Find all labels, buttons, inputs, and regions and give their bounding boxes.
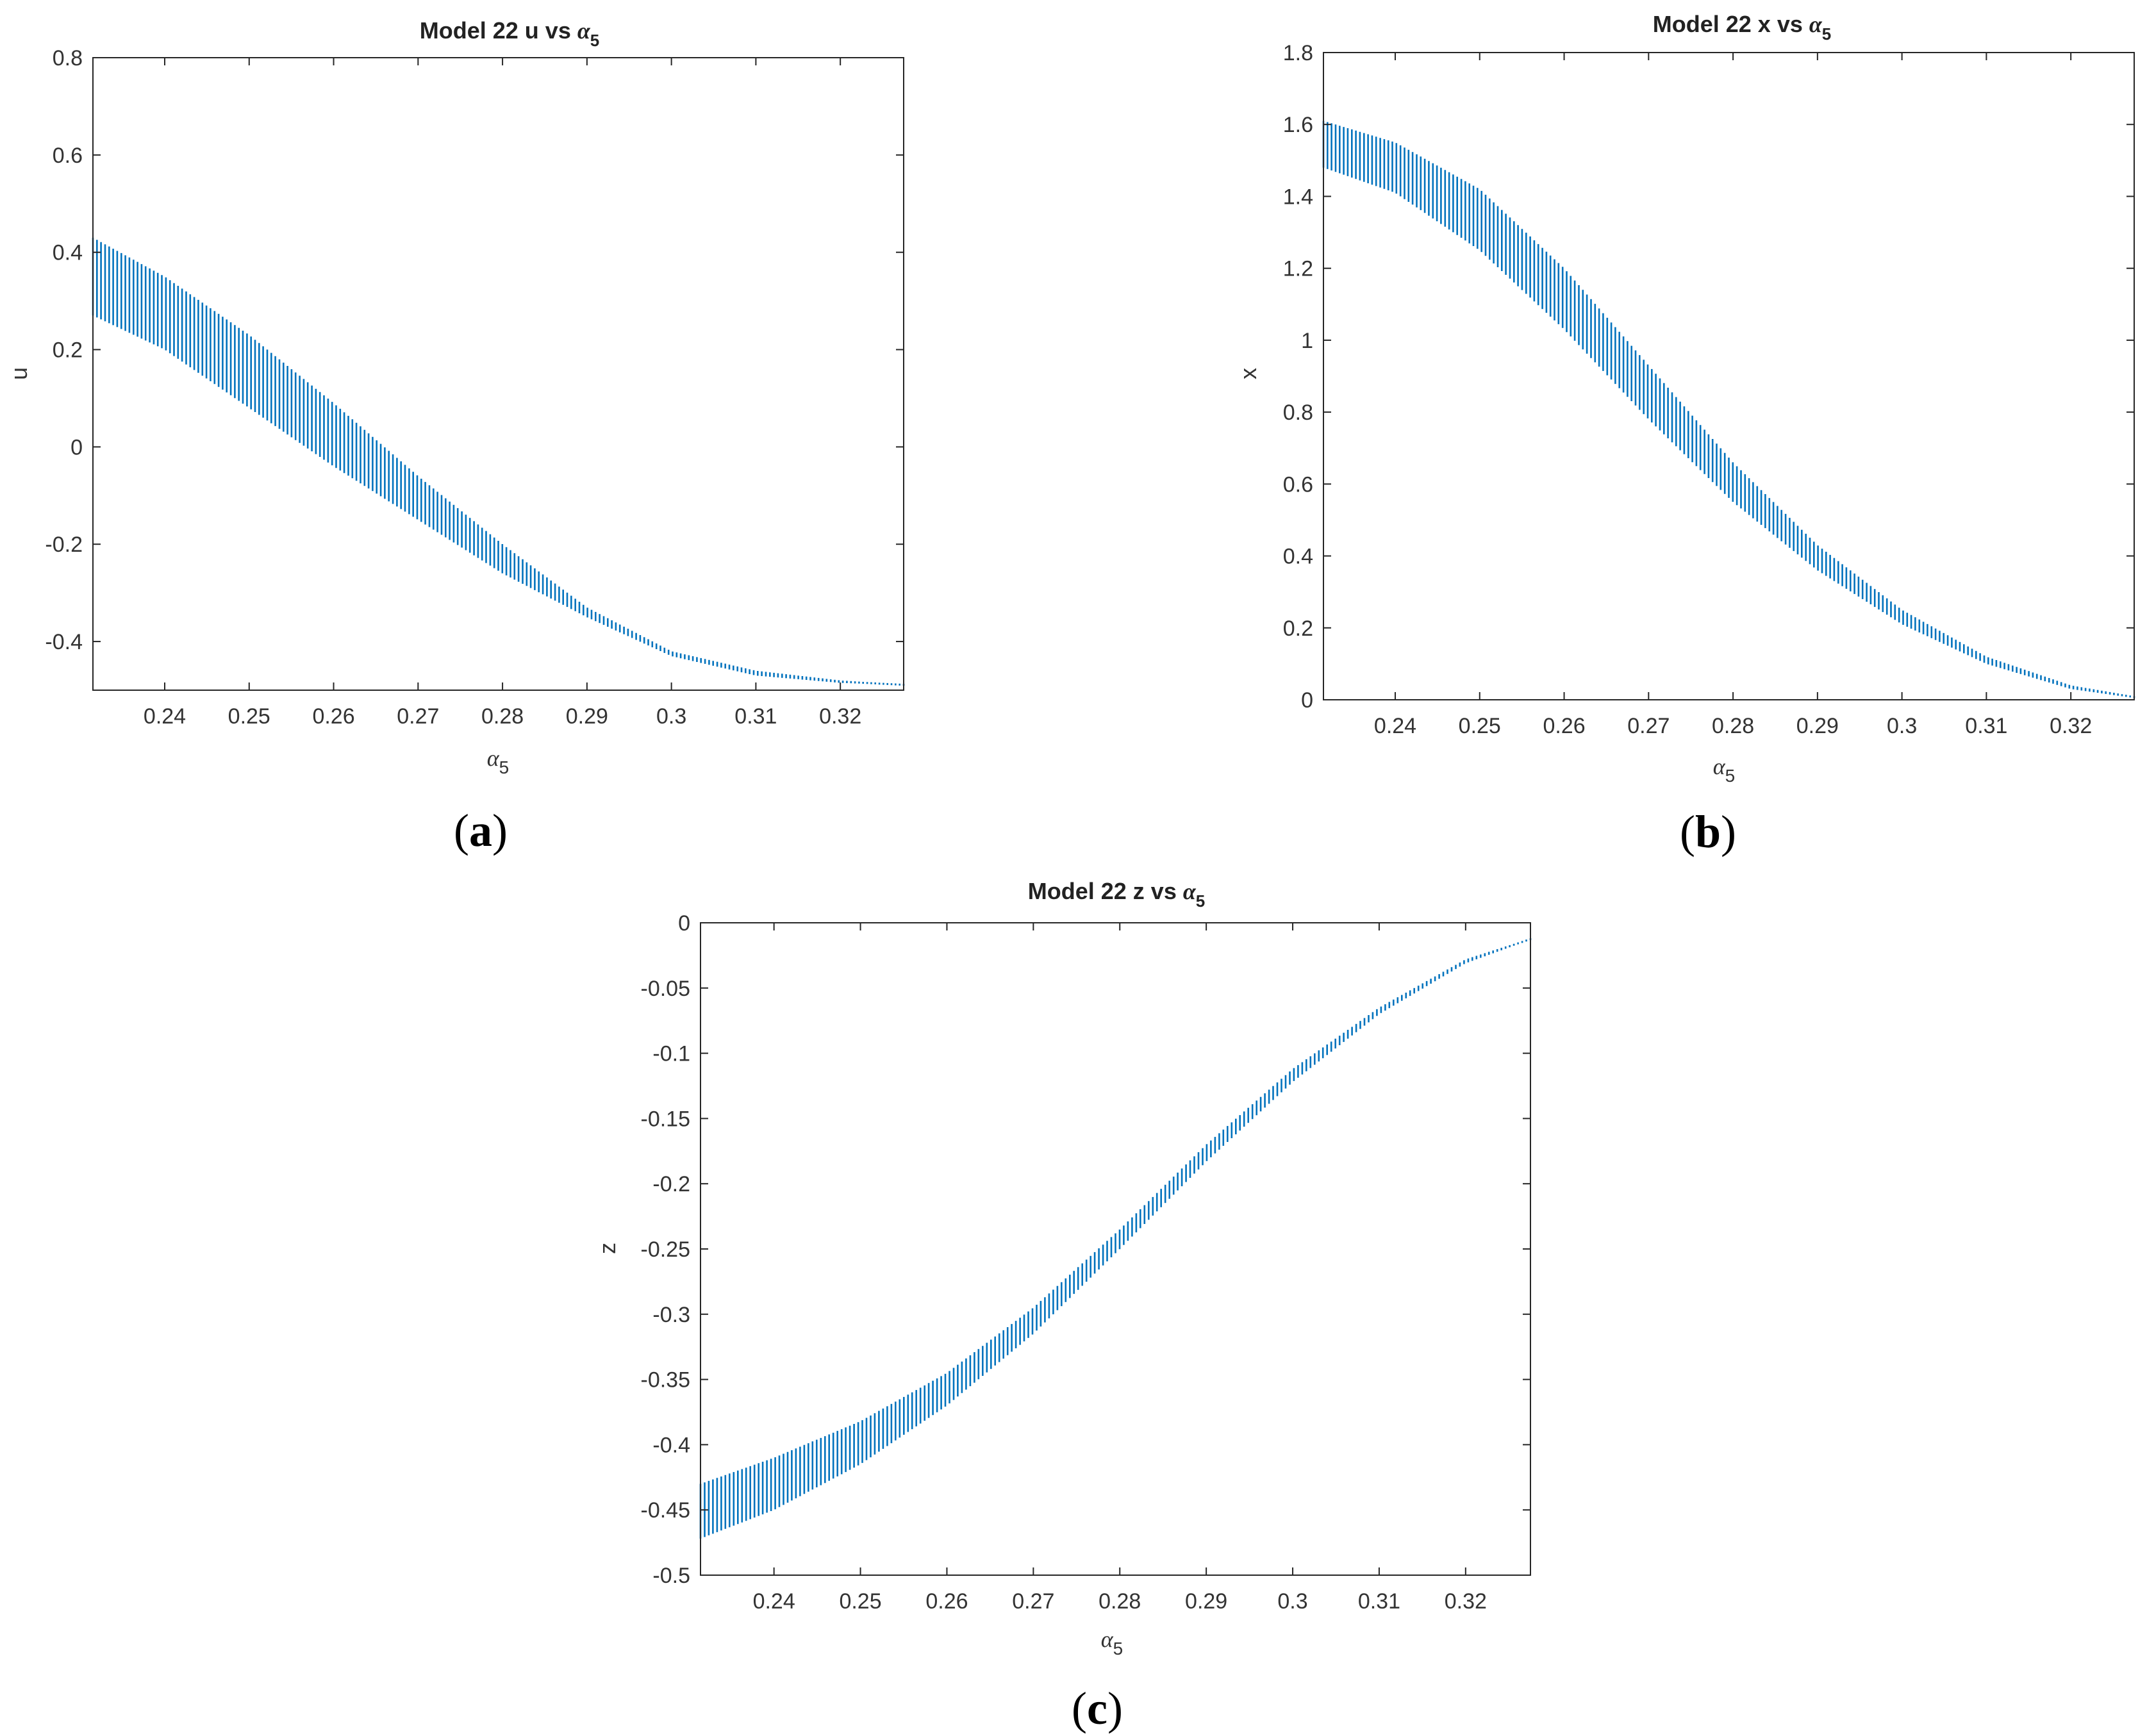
- chart-b-xlabel-subscript: 5: [1725, 766, 1736, 786]
- chart-c-xtick-label: 0.24: [753, 1589, 795, 1614]
- chart-a-plot-area: [92, 57, 904, 691]
- chart-b-title-subscript: 5: [1822, 24, 1831, 44]
- chart-c-ytick-label: -0.1: [652, 1042, 690, 1066]
- chart-a-xtick-label: 0.24: [144, 704, 186, 729]
- chart-c-ytick-label: -0.5: [652, 1564, 690, 1588]
- chart-a-title-symbol: α: [577, 18, 591, 44]
- chart-a-xlabel-subscript: 5: [499, 757, 510, 777]
- chart-c-ytick-label: -0.05: [641, 977, 691, 1001]
- chart-c-xlabel: α5: [1101, 1626, 1123, 1658]
- chart-b-ytick-label: 1.4: [1283, 185, 1313, 209]
- chart-c-xlabel-symbol: α: [1101, 1626, 1114, 1652]
- chart-a-ytick-label: 0.6: [53, 144, 83, 168]
- chart-a-ytick-label: -0.4: [45, 630, 83, 654]
- chart-c-ytick-label: -0.25: [641, 1237, 691, 1262]
- chart-c: Model 22 z vs α5 0.24 0.25 0.26 0.27 0.28 0.2…: [594, 878, 1532, 1734]
- chart-c-xtick-label: 0.3: [1277, 1589, 1307, 1614]
- chart-a-xtick-label: 0.25: [228, 704, 270, 729]
- chart-b-xtick-label: 0.26: [1543, 714, 1585, 738]
- chart-b-xtick-label: 0.28: [1712, 714, 1754, 738]
- chart-c-ylabel: z: [594, 1243, 620, 1254]
- chart-b-xtick-label: 0.31: [1965, 714, 2007, 738]
- chart-c-title-subscript: 5: [1196, 891, 1205, 911]
- chart-b-ytick-label: 0.6: [1283, 472, 1313, 497]
- chart-b-ylabel: x: [1235, 368, 1261, 379]
- chart-a-ytick-label: 0.8: [53, 46, 83, 70]
- chart-a-xlabel-symbol: α: [487, 745, 500, 771]
- chart-c-title-prefix: Model 22 z vs: [1028, 878, 1183, 904]
- chart-a-xtick-label: 0.27: [397, 704, 439, 729]
- chart-a-bars: [92, 237, 905, 686]
- chart-b-plot-area: [1323, 52, 2135, 700]
- chart-a: Model 22 u vs α5 0.24 0.25 0.26 0.27 0.28 0.2…: [6, 17, 905, 856]
- chart-a-xtick-label: 0.32: [819, 704, 861, 729]
- chart-b-title-prefix: Model 22 x vs: [1653, 11, 1809, 37]
- chart-b-ytick-label: 1: [1301, 329, 1313, 353]
- chart-b: Model 22 x vs α5 0.24 0.25 0.26 0.27 0.28 0.2…: [1235, 11, 2135, 857]
- chart-a-ylabel: u: [6, 367, 32, 380]
- chart-a-xtick-label: 0.3: [656, 704, 686, 729]
- panel-label-c: (c): [1072, 1683, 1123, 1734]
- chart-c-ytick-label: -0.3: [652, 1303, 690, 1327]
- chart-b-ytick-label: 1.2: [1283, 257, 1313, 281]
- chart-a-xtick-label: 0.29: [566, 704, 608, 729]
- chart-c-xtick-label: 0.29: [1185, 1589, 1227, 1614]
- chart-c-xlabel-subscript: 5: [1113, 1639, 1123, 1658]
- chart-a-xticks: 0.24 0.25 0.26 0.27 0.28 0.29 0.3 0.31 0.32: [144, 58, 861, 729]
- chart-a-ytick-label: 0.2: [53, 338, 83, 363]
- chart-a-title: Model 22 u vs α5: [420, 17, 599, 50]
- chart-c-xtick-label: 0.26: [925, 1589, 968, 1614]
- chart-a-yticks: -0.4 -0.2 0 0.2 0.4 0.6 0.8: [45, 46, 904, 654]
- chart-c-ytick-label: -0.4: [652, 1433, 690, 1457]
- chart-c-title: Model 22 z vs α5: [1028, 878, 1205, 911]
- chart-c-xtick-label: 0.32: [1445, 1589, 1487, 1614]
- chart-c-ytick-label: -0.45: [641, 1498, 691, 1523]
- panel-label-b: (b): [1680, 806, 1736, 857]
- chart-a-title-prefix: Model 22 u vs: [420, 17, 577, 44]
- chart-a-xlabel: α5: [487, 745, 509, 777]
- chart-b-ytick-label: 0.2: [1283, 616, 1313, 641]
- chart-c-ytick-label: 0: [678, 911, 690, 936]
- chart-c-xticks: 0.24 0.25 0.26 0.27 0.28 0.29 0.3 0.31 0.32: [753, 923, 1487, 1614]
- chart-b-ytick-label: 1.8: [1283, 41, 1313, 65]
- chart-c-ytick-label: -0.15: [641, 1107, 691, 1131]
- chart-b-bars: [1322, 120, 2135, 699]
- chart-b-ytick-label: 1.6: [1283, 113, 1313, 137]
- chart-c-ytick-label: -0.2: [652, 1172, 690, 1196]
- chart-a-ytick-label: -0.2: [45, 533, 83, 557]
- chart-b-xtick-label: 0.24: [1374, 714, 1416, 738]
- chart-b-xlabel: α5: [1713, 754, 1735, 786]
- chart-b-xticks: 0.24 0.25 0.26 0.27 0.28 0.29 0.3 0.31 0.32: [1374, 53, 2092, 738]
- chart-a-title-subscript: 5: [590, 31, 599, 50]
- chart-c-yticks: -0.5 -0.45 -0.4 -0.35 -0.3 -0.25 -0.2 -0.15 -0.1…: [641, 911, 1530, 1588]
- chart-a-xtick-label: 0.31: [734, 704, 777, 729]
- chart-b-xtick-label: 0.27: [1627, 714, 1670, 738]
- chart-b-ytick-label: 0.8: [1283, 401, 1313, 425]
- chart-b-title: Model 22 x vs α5: [1653, 11, 1832, 44]
- chart-c-xtick-label: 0.25: [839, 1589, 881, 1614]
- chart-b-xlabel-symbol: α: [1713, 754, 1726, 779]
- chart-c-bars: [699, 938, 1532, 1539]
- chart-a-xtick-label: 0.28: [481, 704, 524, 729]
- chart-c-xtick-label: 0.31: [1358, 1589, 1400, 1614]
- chart-b-xtick-label: 0.3: [1887, 714, 1917, 738]
- chart-b-ytick-label: 0: [1301, 688, 1313, 713]
- chart-b-yticks: 0 0.2 0.4 0.6 0.8 1 1.2 1.4 1.6 1.8: [1283, 41, 2134, 713]
- chart-c-ytick-label: -0.35: [641, 1368, 691, 1393]
- panel-label-a: (a): [454, 805, 508, 856]
- chart-b-xtick-label: 0.29: [1796, 714, 1839, 738]
- chart-b-xtick-label: 0.32: [2050, 714, 2092, 738]
- chart-b-ytick-label: 0.4: [1283, 545, 1313, 569]
- chart-c-title-symbol: α: [1183, 879, 1197, 904]
- chart-a-ytick-label: 0: [70, 435, 83, 459]
- chart-c-xtick-label: 0.28: [1098, 1589, 1141, 1614]
- chart-b-title-symbol: α: [1809, 12, 1823, 37]
- chart-b-xtick-label: 0.25: [1459, 714, 1501, 738]
- chart-a-xtick-label: 0.26: [312, 704, 354, 729]
- chart-a-ytick-label: 0.4: [53, 241, 83, 265]
- chart-c-xtick-label: 0.27: [1012, 1589, 1054, 1614]
